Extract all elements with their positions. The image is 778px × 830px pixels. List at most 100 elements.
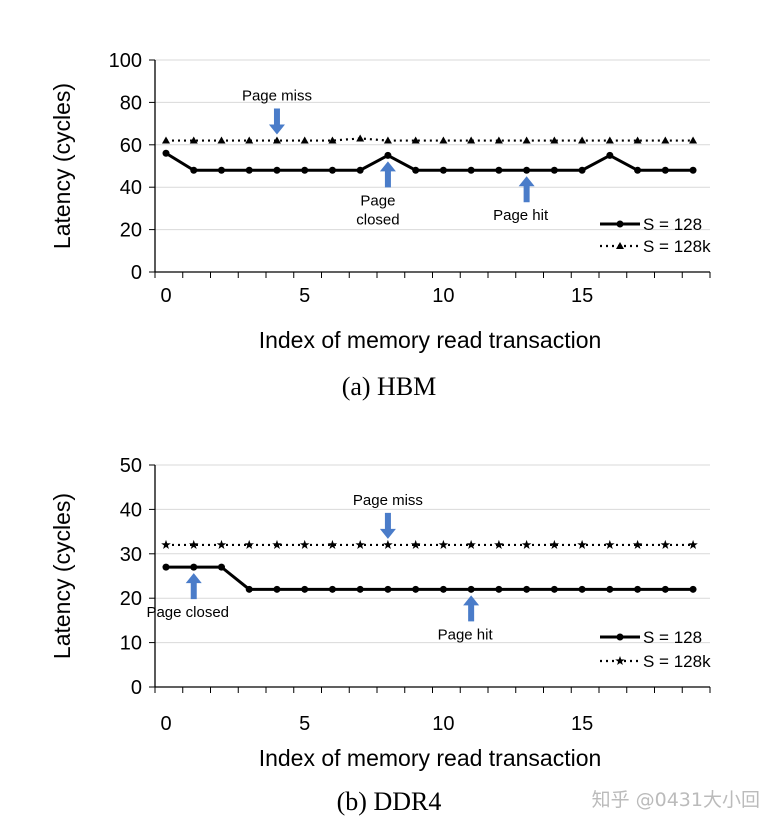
annotation-label: Page miss <box>353 492 423 509</box>
annotation: Page hit <box>438 595 493 643</box>
data-point <box>660 539 671 549</box>
data-point <box>383 136 392 144</box>
annotation-label: Page miss <box>242 88 312 105</box>
data-point <box>217 563 225 571</box>
arrow-down-icon <box>379 512 396 539</box>
data-point <box>272 136 281 144</box>
data-point <box>577 539 587 549</box>
data-point <box>328 585 336 593</box>
data-point <box>245 585 253 593</box>
x-tick-label: 15 <box>571 285 593 307</box>
arrow-up-icon <box>185 573 202 600</box>
x-tick-label: 0 <box>160 285 171 307</box>
data-point <box>606 585 614 593</box>
data-point <box>245 166 253 174</box>
data-point <box>411 136 420 144</box>
chart-caption: (a) HBM <box>342 372 437 401</box>
data-point <box>605 539 615 549</box>
series-line <box>165 152 694 172</box>
data-point <box>190 563 198 571</box>
chart-caption: (b) DDR4 <box>337 787 442 816</box>
x-tick-label: 15 <box>571 713 593 735</box>
data-point <box>300 136 309 144</box>
data-point <box>383 539 393 549</box>
annotation: Page hit <box>493 176 549 224</box>
x-axis-label: Index of memory read transaction <box>259 745 602 771</box>
annotation: Page closed <box>146 573 229 621</box>
data-point <box>661 136 670 144</box>
y-tick-label: 0 <box>131 262 142 284</box>
y-tick-label: 80 <box>120 92 142 114</box>
y-axis-label: Latency (cycles) <box>49 493 75 659</box>
data-point <box>189 136 198 144</box>
legend-label: S = 128 <box>643 215 702 234</box>
data-point <box>632 539 643 549</box>
series-0: S = 128 <box>162 563 702 647</box>
data-point <box>384 585 392 593</box>
data-point <box>634 585 642 593</box>
annotation: Page closed <box>356 161 400 228</box>
data-point <box>327 539 338 549</box>
data-point <box>412 585 420 593</box>
data-point <box>355 539 365 549</box>
chart-0: 0 20 40 60 80 100 0 5 10 15 Index of memory read t… <box>49 50 711 401</box>
data-point <box>550 136 559 144</box>
data-point <box>244 539 254 549</box>
data-point <box>688 539 698 549</box>
data-point <box>523 585 531 593</box>
data-point <box>438 539 449 549</box>
data-point <box>439 585 447 593</box>
data-point <box>216 539 227 549</box>
annotation-label: Page closed <box>146 604 229 621</box>
data-point <box>616 220 624 228</box>
data-point <box>299 539 310 549</box>
watermark: 知乎 @0431大小回 <box>592 789 760 811</box>
data-point <box>356 166 364 174</box>
data-point <box>661 585 669 593</box>
data-point <box>689 166 697 174</box>
x-tick-label: 0 <box>160 713 171 735</box>
y-tick-label: 60 <box>120 135 142 157</box>
data-point <box>301 166 309 174</box>
legend-label: S = 128 <box>643 628 702 647</box>
data-point <box>356 585 364 593</box>
data-point <box>494 539 504 549</box>
data-point <box>384 151 392 159</box>
data-point <box>301 585 309 593</box>
arrow-up-icon <box>463 595 480 622</box>
y-tick-label: 20 <box>120 588 142 610</box>
x-tick-label: 10 <box>432 285 454 307</box>
data-point <box>190 166 198 174</box>
data-point <box>272 539 282 549</box>
data-point <box>549 539 560 549</box>
series-1: S = 128k <box>162 134 711 256</box>
data-point <box>328 166 336 174</box>
data-point <box>217 166 225 174</box>
data-point <box>161 539 171 549</box>
data-point <box>634 166 642 174</box>
data-point <box>606 151 614 159</box>
data-point <box>356 134 365 142</box>
data-point <box>439 136 448 144</box>
series-1: S = 128k <box>161 539 711 671</box>
y-tick-label: 0 <box>131 677 142 699</box>
annotation: Page miss <box>353 492 423 539</box>
data-point <box>689 585 697 593</box>
data-point <box>521 539 532 549</box>
x-tick-label: 5 <box>299 285 310 307</box>
y-tick-label: 10 <box>120 633 142 655</box>
data-point <box>273 166 281 174</box>
x-tick-label: 5 <box>299 713 310 735</box>
data-point <box>578 166 586 174</box>
data-point <box>495 166 503 174</box>
arrow-down-icon <box>268 108 285 135</box>
annotation: Page miss <box>242 88 312 135</box>
data-point <box>245 136 254 144</box>
y-tick-label: 40 <box>120 177 142 199</box>
legend-label: S = 128k <box>643 652 711 671</box>
data-point <box>467 136 476 144</box>
data-point <box>633 136 642 144</box>
data-point <box>410 539 421 549</box>
series-line <box>166 565 694 591</box>
y-tick-label: 30 <box>120 544 142 566</box>
